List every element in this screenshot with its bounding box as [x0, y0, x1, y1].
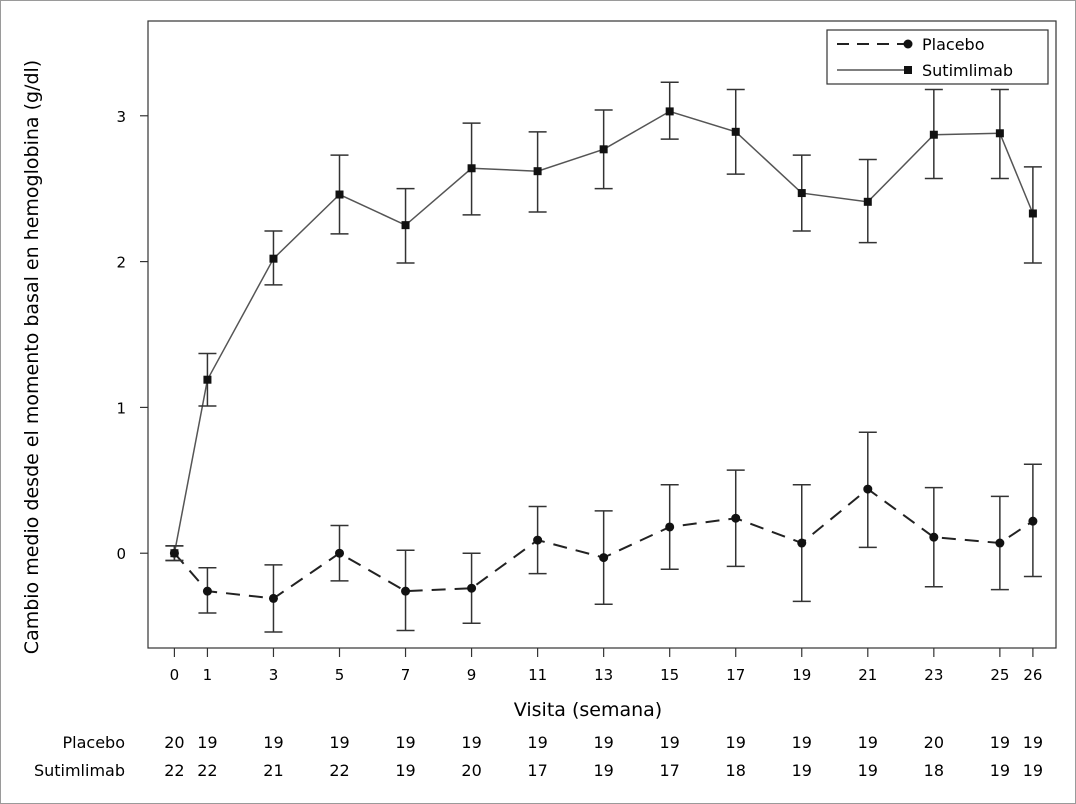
legend: Placebo Sutimlimab	[826, 29, 1049, 85]
y-tick-label: 0	[116, 545, 126, 563]
risk-table-cell: 19	[329, 733, 349, 752]
x-tick-label: 5	[335, 666, 345, 684]
data-point-sutimlimab	[401, 221, 410, 230]
data-point-placebo	[797, 538, 807, 548]
x-tick-label: 23	[924, 666, 943, 684]
risk-table-cell: 19	[792, 733, 812, 752]
risk-table-cell: 19	[1023, 733, 1043, 752]
risk-table-cell: 19	[395, 761, 415, 780]
x-tick-label: 26	[1023, 666, 1042, 684]
risk-table-cell: 17	[660, 761, 680, 780]
risk-table-cell: 19	[395, 733, 415, 752]
legend-label-sutimlimab: Sutimlimab	[922, 61, 1013, 80]
data-point-sutimlimab	[995, 129, 1004, 138]
series-layer	[165, 81, 1042, 633]
y-axis: 0 1 2 3	[116, 108, 148, 563]
risk-table-cell: 19	[593, 761, 613, 780]
data-point-sutimlimab	[269, 254, 278, 263]
risk-table-cell: 19	[792, 761, 812, 780]
x-tick-label: 1	[203, 666, 213, 684]
data-point-placebo	[599, 553, 609, 563]
data-point-sutimlimab	[797, 189, 806, 198]
risk-table-cell: 19	[593, 733, 613, 752]
risk-table-cell: 19	[726, 733, 746, 752]
risk-table-cell: 20	[461, 761, 481, 780]
risk-table-cell: 22	[329, 761, 349, 780]
legend-marker-sutimlimab	[904, 66, 912, 74]
x-tick-label: 13	[594, 666, 613, 684]
data-point-sutimlimab	[665, 107, 674, 116]
x-tick-label: 21	[858, 666, 877, 684]
risk-table-cell: 19	[990, 761, 1010, 780]
data-point-placebo	[335, 548, 345, 558]
risk-table-cell: 19	[990, 733, 1010, 752]
risk-table-cell: 19	[263, 733, 283, 752]
data-point-placebo	[467, 583, 477, 593]
risk-table-cell: 18	[726, 761, 746, 780]
x-tick-label: 7	[401, 666, 411, 684]
risk-table-cell: 19	[858, 733, 878, 752]
data-point-placebo	[401, 586, 411, 596]
risk-table-cell: 18	[924, 761, 944, 780]
data-point-placebo	[268, 593, 278, 603]
x-tick-label: 17	[726, 666, 745, 684]
y-tick-label: 1	[116, 399, 126, 417]
risk-table-cell: 21	[263, 761, 283, 780]
plot-area	[147, 20, 1057, 649]
series-placebo	[165, 431, 1042, 633]
risk-table-cell: 19	[197, 733, 217, 752]
x-tick-label: 19	[792, 666, 811, 684]
x-axis-title: Visita (semana)	[514, 699, 662, 721]
data-point-placebo	[929, 532, 939, 542]
data-point-sutimlimab	[599, 145, 608, 154]
data-point-sutimlimab	[929, 130, 938, 139]
y-axis-title: Cambio medio desde el momento basal en h…	[21, 60, 43, 654]
risk-table-cell: 17	[527, 761, 547, 780]
x-axis: 0 1 3 5 7 9 11 13 15 17 19 21 23 25 26	[170, 648, 1042, 684]
risk-table-cell: 19	[660, 733, 680, 752]
y-tick-label: 3	[116, 108, 126, 126]
series-sutimlimab	[165, 81, 1042, 562]
legend-marker-placebo	[903, 39, 913, 49]
data-point-placebo	[731, 513, 741, 523]
risk-table-cell: 19	[1023, 761, 1043, 780]
data-point-sutimlimab	[170, 549, 179, 558]
x-tick-label: 0	[170, 666, 180, 684]
data-point-placebo	[533, 535, 543, 545]
legend-label-placebo: Placebo	[922, 35, 984, 54]
x-tick-label: 15	[660, 666, 679, 684]
data-point-placebo	[995, 538, 1005, 548]
x-tick-label: 11	[528, 666, 547, 684]
data-point-sutimlimab	[533, 167, 542, 176]
risk-table-cell: 19	[461, 733, 481, 752]
risk-table-row-label: Placebo	[63, 733, 125, 752]
legend-box	[826, 29, 1049, 85]
data-point-placebo	[202, 586, 212, 596]
data-point-sutimlimab	[467, 164, 476, 173]
data-point-placebo	[1028, 516, 1038, 526]
data-point-sutimlimab	[863, 197, 872, 206]
y-tick-label: 2	[116, 254, 126, 272]
data-point-placebo	[665, 522, 675, 532]
data-point-placebo	[863, 484, 873, 494]
risk-table-cell: 22	[197, 761, 217, 780]
risk-table-cell: 22	[164, 761, 184, 780]
data-point-sutimlimab	[1028, 209, 1037, 218]
risk-table-row-label: Sutimlimab	[34, 761, 125, 780]
risk-table-cell: 20	[164, 733, 184, 752]
patients-at-risk-table: Placebo 20 19 19 19 19 19 19 19 19 19 19 19 20 19 19 Sut…	[34, 733, 1043, 780]
risk-table-cell: 19	[527, 733, 547, 752]
data-point-sutimlimab	[731, 127, 740, 136]
data-point-sutimlimab	[335, 190, 344, 199]
data-point-sutimlimab	[203, 375, 212, 384]
x-tick-label: 3	[269, 666, 279, 684]
risk-table-cell: 19	[858, 761, 878, 780]
risk-table-cell: 20	[924, 733, 944, 752]
x-tick-label: 25	[990, 666, 1009, 684]
x-tick-label: 9	[467, 666, 477, 684]
